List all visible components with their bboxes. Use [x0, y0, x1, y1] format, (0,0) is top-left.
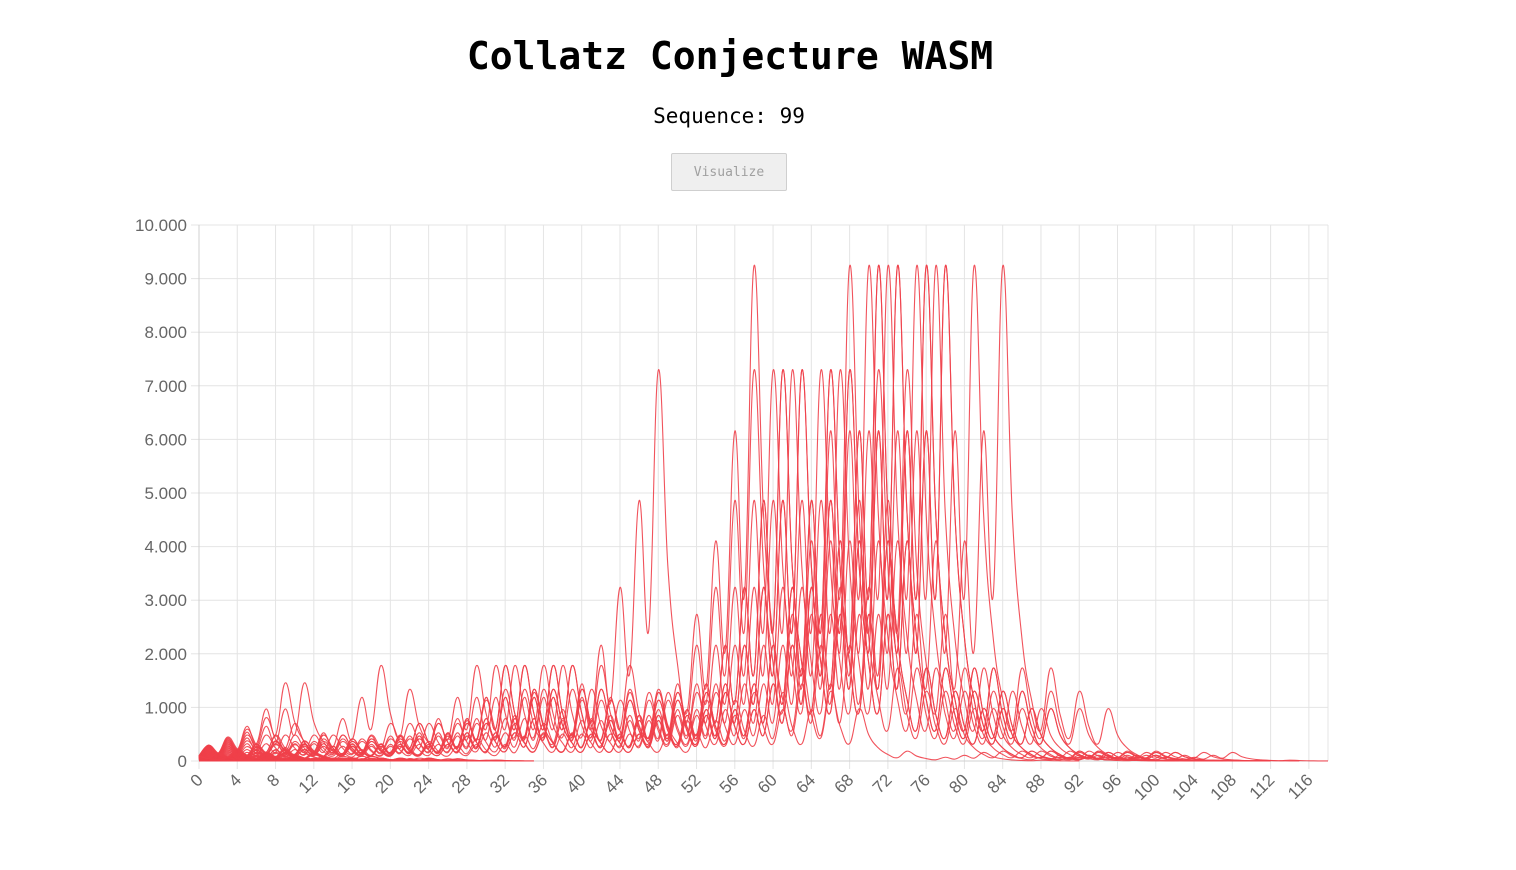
- chart-grid: [191, 224, 1329, 769]
- series-line-97: [198, 264, 1329, 762]
- y-tick-label: 8.000: [144, 323, 187, 342]
- x-tick-label: 8: [263, 770, 283, 790]
- x-tick-label: 68: [831, 770, 858, 797]
- x-tick-label: 4: [225, 770, 245, 790]
- x-tick-label: 20: [371, 770, 398, 797]
- x-tick-label: 12: [295, 770, 322, 797]
- x-tick-label: 56: [716, 770, 743, 797]
- x-tick-label: 24: [410, 770, 437, 797]
- x-tick-label: 84: [984, 770, 1011, 797]
- series-line-99: [198, 736, 439, 762]
- series-line-95: [198, 264, 1204, 762]
- visualize-button[interactable]: Visualize: [671, 153, 787, 191]
- y-tick-label: 6.000: [144, 430, 187, 449]
- x-tick-label: 0: [187, 770, 207, 790]
- x-tick-label: 108: [1207, 770, 1240, 803]
- y-tick-label: 5.000: [144, 484, 187, 503]
- x-tick-label: 52: [678, 770, 705, 797]
- y-tick-label: 10.000: [135, 216, 187, 235]
- series-line-91: [198, 264, 1080, 762]
- series-line-41: [198, 264, 1242, 762]
- x-tick-label: 112: [1246, 770, 1279, 803]
- y-tick-label: 1.000: [144, 698, 187, 717]
- x-tick-label: 44: [601, 770, 628, 797]
- series-line-73: [198, 264, 1300, 762]
- series-line-27: [198, 264, 1262, 762]
- x-tick-label: 32: [486, 770, 513, 797]
- y-axis-ticks: 0 1.000 2.000 3.000 4.000 5.000 6.000 7.000 8.00…: [135, 216, 187, 771]
- x-tick-label: 64: [792, 770, 819, 797]
- y-tick-label: 7.000: [144, 377, 187, 396]
- x-axis-ticks: 0 4 8 12 16 20 24 28 32 36 40 44 48 52 56 60 64 68 72 76 80 8…: [187, 770, 1317, 803]
- x-tick-label: 92: [1060, 770, 1087, 797]
- x-tick-label: 36: [524, 770, 551, 797]
- chart-series: [198, 264, 1329, 762]
- x-tick-label: 72: [869, 770, 896, 797]
- x-tick-label: 88: [1022, 770, 1049, 797]
- x-tick-label: 48: [639, 770, 666, 797]
- y-tick-label: 2.000: [144, 645, 187, 664]
- x-tick-label: 104: [1168, 770, 1201, 803]
- y-tick-label: 0: [178, 752, 187, 771]
- x-tick-label: 40: [563, 770, 590, 797]
- series-line-96: [198, 755, 314, 762]
- x-tick-label: 116: [1284, 770, 1317, 803]
- x-tick-label: 100: [1130, 770, 1163, 803]
- y-tick-label: 9.000: [144, 270, 187, 289]
- series-line-63: [198, 264, 1223, 762]
- x-tick-label: 80: [945, 770, 972, 797]
- y-tick-label: 4.000: [144, 538, 187, 557]
- series-line-83: [198, 264, 1252, 762]
- sequence-label: Sequence: 99: [653, 104, 805, 128]
- series-line-47: [198, 264, 1195, 762]
- x-tick-label: 28: [448, 770, 475, 797]
- series-line-82: [198, 264, 1252, 762]
- page-title: Collatz Conjecture WASM: [466, 34, 994, 78]
- x-tick-label: 96: [1099, 770, 1126, 797]
- x-tick-label: 16: [333, 770, 360, 797]
- x-tick-label: 60: [754, 770, 781, 797]
- y-tick-label: 3.000: [144, 591, 187, 610]
- x-tick-label: 76: [907, 770, 934, 797]
- series-line-94: [198, 264, 1204, 762]
